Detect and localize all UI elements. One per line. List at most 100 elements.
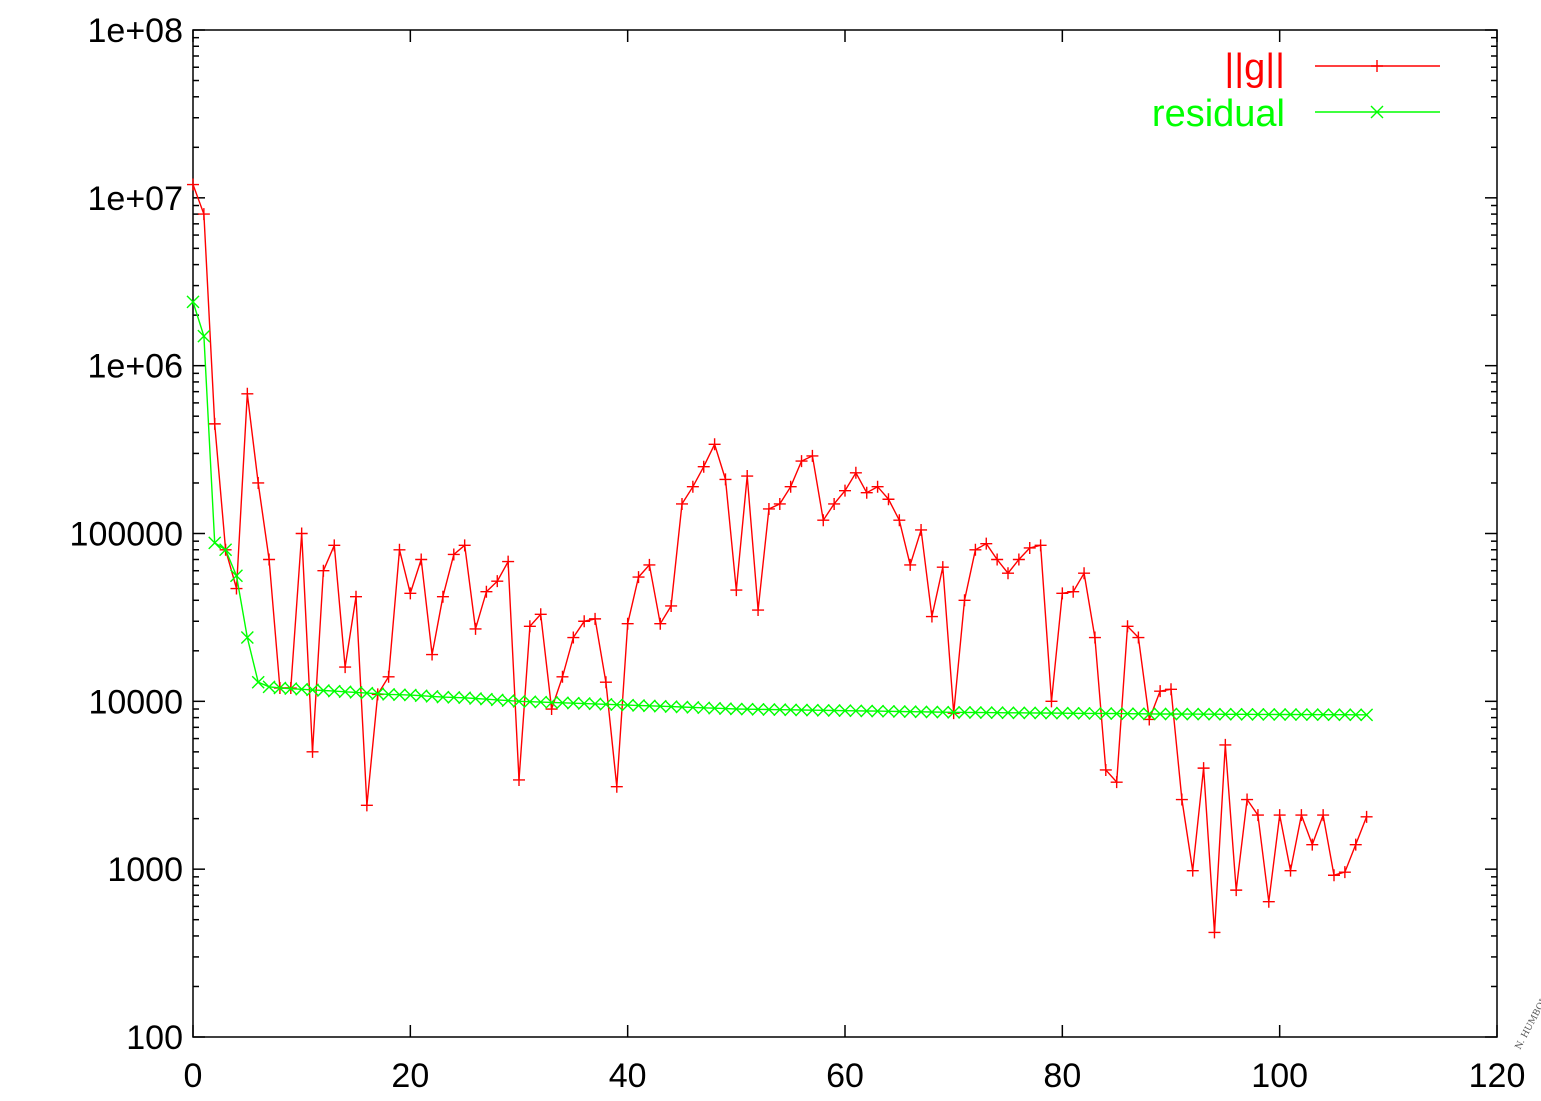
data-point bbox=[187, 178, 199, 191]
data-point bbox=[958, 705, 972, 719]
data-point bbox=[469, 691, 483, 705]
x-tick-label: 0 bbox=[184, 1057, 203, 1095]
data-point bbox=[882, 493, 895, 506]
data-point bbox=[719, 473, 732, 486]
data-point bbox=[425, 689, 439, 703]
data-point bbox=[1186, 707, 1200, 721]
x-tick-label: 120 bbox=[1469, 1057, 1526, 1095]
data-point bbox=[523, 695, 537, 709]
data-point bbox=[577, 697, 591, 711]
data-point bbox=[447, 690, 461, 704]
data-point bbox=[1175, 793, 1188, 806]
series-g-norm bbox=[187, 178, 1373, 939]
data-point bbox=[968, 706, 982, 719]
data-point bbox=[1067, 585, 1080, 598]
data-point bbox=[360, 686, 374, 700]
data-point bbox=[523, 620, 536, 633]
data-point bbox=[458, 539, 471, 552]
x-tick-label: 20 bbox=[391, 1057, 429, 1095]
data-point bbox=[338, 685, 352, 699]
data-point bbox=[1328, 869, 1340, 882]
legend-marker bbox=[1370, 105, 1384, 119]
data-point bbox=[752, 604, 765, 617]
data-point bbox=[1034, 539, 1047, 552]
data-point bbox=[914, 705, 928, 719]
data-point bbox=[534, 695, 548, 709]
data-point bbox=[295, 527, 308, 540]
data-point bbox=[328, 539, 341, 552]
x-tick-label: 100 bbox=[1251, 1057, 1308, 1095]
data-point bbox=[1251, 707, 1265, 721]
data-point bbox=[1273, 707, 1287, 721]
data-point bbox=[654, 617, 667, 630]
data-point bbox=[349, 685, 363, 699]
data-point bbox=[219, 543, 233, 557]
data-point bbox=[1056, 587, 1069, 600]
data-point bbox=[784, 480, 797, 493]
data-point bbox=[360, 799, 373, 812]
data-point bbox=[795, 455, 808, 468]
x-tick-label: 60 bbox=[826, 1057, 864, 1095]
data-point bbox=[762, 502, 775, 515]
data-point bbox=[621, 617, 634, 630]
data-point bbox=[751, 702, 765, 716]
data-point bbox=[1207, 707, 1221, 721]
data-point bbox=[915, 523, 928, 536]
data-point bbox=[1110, 707, 1124, 721]
data-point bbox=[1110, 776, 1123, 789]
axes: 0 20 40 60 80 100 120 100 1000 10000 100000 1e+06 1e… bbox=[70, 12, 1526, 1095]
data-point bbox=[730, 584, 743, 597]
legend-label: ||g|| bbox=[1224, 47, 1285, 89]
data-point bbox=[588, 697, 602, 711]
data-point bbox=[1131, 707, 1145, 721]
data-point bbox=[1284, 864, 1297, 877]
data-point bbox=[817, 514, 830, 527]
x-tick-label: 40 bbox=[609, 1057, 647, 1095]
data-point bbox=[1316, 708, 1330, 722]
data-point bbox=[393, 543, 406, 556]
data-point bbox=[436, 690, 450, 704]
y-tick-label: 1e+07 bbox=[88, 180, 184, 218]
data-point bbox=[512, 694, 526, 708]
data-point bbox=[599, 697, 613, 711]
data-point bbox=[610, 780, 623, 793]
series-layer bbox=[186, 178, 1374, 939]
data-point bbox=[903, 705, 917, 719]
data-point bbox=[447, 548, 460, 561]
data-point bbox=[208, 536, 222, 550]
data-point bbox=[936, 705, 950, 719]
data-point bbox=[556, 670, 569, 683]
data-point bbox=[1349, 838, 1362, 851]
data-point bbox=[642, 699, 656, 713]
data-point bbox=[1229, 707, 1243, 721]
data-point bbox=[403, 688, 417, 702]
data-point bbox=[491, 575, 504, 588]
data-point bbox=[740, 702, 754, 716]
data-point bbox=[578, 615, 591, 628]
data-point bbox=[262, 680, 276, 694]
data-point bbox=[686, 700, 700, 714]
data-point bbox=[327, 684, 341, 698]
data-point bbox=[632, 698, 646, 712]
data-point bbox=[186, 295, 200, 309]
data-point bbox=[273, 681, 287, 695]
data-point bbox=[1240, 707, 1254, 721]
data-point bbox=[1055, 706, 1069, 720]
data-point bbox=[414, 689, 428, 703]
data-point bbox=[741, 470, 754, 483]
y-tick-label: 1e+06 bbox=[88, 348, 184, 386]
data-point bbox=[252, 476, 265, 489]
y-tick-label: 100000 bbox=[70, 516, 183, 554]
data-point bbox=[643, 558, 656, 571]
data-point bbox=[1121, 620, 1134, 633]
data-point bbox=[718, 702, 732, 716]
data-point bbox=[860, 486, 873, 499]
data-point bbox=[230, 582, 243, 595]
y-tick-label: 1e+08 bbox=[88, 12, 184, 50]
data-point bbox=[991, 553, 1004, 566]
data-point bbox=[632, 571, 645, 584]
data-point bbox=[229, 569, 243, 583]
data-point bbox=[936, 561, 949, 574]
data-point bbox=[566, 696, 580, 710]
